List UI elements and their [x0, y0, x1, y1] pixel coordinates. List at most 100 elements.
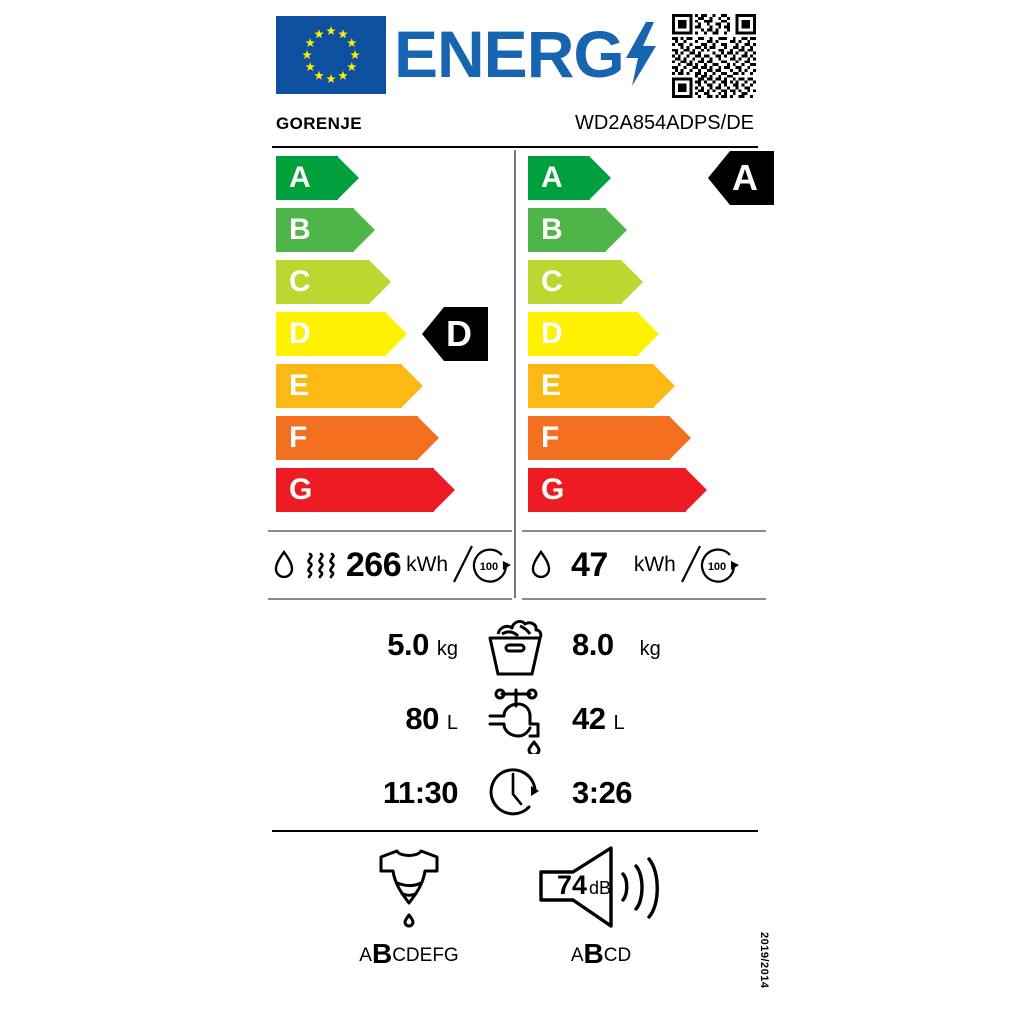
energy-cell-wash-dry: 266 kWh 100 — [268, 530, 512, 600]
arrow-body — [276, 416, 439, 460]
energy-unit-right: kWh — [633, 553, 676, 576]
arrow-body — [276, 364, 423, 408]
arrow-body — [276, 468, 455, 512]
scales-vertical-divider — [514, 150, 516, 598]
arrow-body — [528, 416, 691, 460]
energy-class-arrow-a-right: A — [528, 156, 611, 200]
energy-class-letter: F — [289, 421, 308, 454]
arrow-body — [528, 312, 659, 356]
capacity-left-value: 5.0 — [387, 627, 429, 662]
duration-row: 11:30 3:26 — [264, 756, 766, 830]
marker-arrow-point — [708, 151, 730, 205]
water-left: 80 L — [308, 701, 472, 737]
energy-class-arrow-b-left: B — [276, 208, 375, 252]
energy-class-letter: B — [289, 213, 311, 246]
spec-rows: 5.0 kg 8.0 kg — [264, 608, 766, 830]
water-tap-icon — [472, 684, 558, 754]
bottom-divider — [272, 830, 758, 832]
wash-and-dry-icon — [274, 549, 294, 579]
capacity-right: 8.0 kg — [558, 627, 722, 663]
energy-value-right: 47 — [571, 545, 608, 584]
noise-cell: 74 dB ABCD — [506, 840, 696, 970]
energy-class-arrow-e-right: E — [528, 364, 675, 408]
arrow-body — [276, 156, 359, 200]
arrow-body — [276, 260, 391, 304]
energy-class-arrow-f-right: F — [528, 416, 691, 460]
eu-stars-icon — [302, 26, 360, 84]
energy-class-letter: E — [541, 369, 562, 402]
energy-class-arrow-d-right: D — [528, 312, 659, 356]
water-row: 80 L 42 L — [264, 682, 766, 756]
laundry-basket-icon — [472, 612, 558, 678]
energy-class-arrow-a-left: A — [276, 156, 359, 200]
spin-efficiency-cell: ABCDEFG — [314, 840, 504, 970]
rated-class-left: D — [444, 307, 488, 361]
energy-class-letter: B — [541, 213, 563, 246]
spin-scale-after: CDEFG — [392, 945, 459, 966]
duration-right: 3:26 — [558, 775, 722, 811]
energ-wordmark: ENERG — [394, 17, 625, 91]
energy-value-left: 266 — [345, 545, 402, 584]
energy-class-letter: F — [541, 421, 560, 454]
eu-flag-icon — [276, 16, 386, 94]
per-100-cycles-icon-right: 100 — [680, 545, 739, 583]
energy-class-letter: C — [289, 265, 311, 298]
tshirt-drip-icon — [314, 840, 504, 934]
header-divider — [272, 146, 758, 148]
energy-unit-left: kWh — [406, 553, 449, 576]
bottom-section: ABCDEFG 74 dB ABCD — [264, 830, 770, 998]
lightning-bolt-icon — [626, 22, 656, 86]
energy-cell-wash-only: 47 kWh 100 — [522, 530, 766, 600]
water-right-value: 42 — [572, 701, 606, 736]
svg-text:100: 100 — [708, 561, 726, 573]
svg-text:100: 100 — [480, 561, 498, 573]
water-right: 42 L — [558, 701, 722, 737]
qr-code-icon — [672, 14, 756, 98]
duration-right-value: 3:26 — [572, 775, 633, 810]
speaker-icon: 74 dB — [506, 840, 696, 934]
energy-label: ENERG — [264, 8, 774, 1016]
duration-left: 11:30 — [308, 775, 472, 811]
brand-model-row: GORENJE WD2A854ADPS/DE — [264, 110, 766, 148]
arrow-body — [528, 208, 627, 252]
water-left-unit: L — [446, 712, 458, 734]
capacity-right-value: 8.0 — [572, 627, 614, 662]
energy-class-letter: G — [541, 473, 565, 506]
energy-class-letter: D — [289, 317, 311, 350]
energy-class-arrow-d-left: D — [276, 312, 407, 356]
marker-arrow-point — [422, 307, 444, 361]
rated-class-right: A — [730, 151, 774, 205]
arrow-body — [528, 156, 611, 200]
energy-class-letter: C — [541, 265, 563, 298]
energy-class-letter: A — [541, 161, 563, 194]
water-right-unit: L — [613, 712, 625, 734]
drying-heat-icon — [307, 552, 335, 579]
label-header: ENERG — [264, 8, 766, 104]
capacity-right-unit: kg — [639, 638, 661, 660]
capacity-row: 5.0 kg 8.0 kg — [264, 608, 766, 682]
noise-value: 74 — [557, 870, 587, 900]
regulation-reference: 2019/2014 — [758, 931, 770, 989]
energy-class-letter: E — [289, 369, 310, 402]
clock-icon — [472, 760, 558, 826]
rated-class-marker-left: D — [422, 307, 488, 361]
model-identifier: WD2A854ADPS/DE — [575, 112, 754, 134]
arrow-body — [528, 260, 643, 304]
capacity-left-unit: kg — [436, 638, 458, 660]
brand-name: GORENJE — [276, 114, 362, 133]
energy-class-letter: D — [541, 317, 563, 350]
duration-left-value: 11:30 — [382, 775, 459, 810]
spin-rated-class: B — [371, 938, 393, 969]
wash-only-icon — [531, 549, 551, 579]
noise-scale-before: A — [570, 945, 584, 966]
spin-scale-before: A — [359, 945, 372, 966]
noise-scale-after: CD — [603, 945, 632, 966]
noise-class-scale: ABCD — [506, 938, 696, 970]
energy-class-arrow-c-right: C — [528, 260, 643, 304]
arrow-body — [528, 468, 707, 512]
energy-class-arrow-f-left: F — [276, 416, 439, 460]
arrow-body — [276, 208, 375, 252]
